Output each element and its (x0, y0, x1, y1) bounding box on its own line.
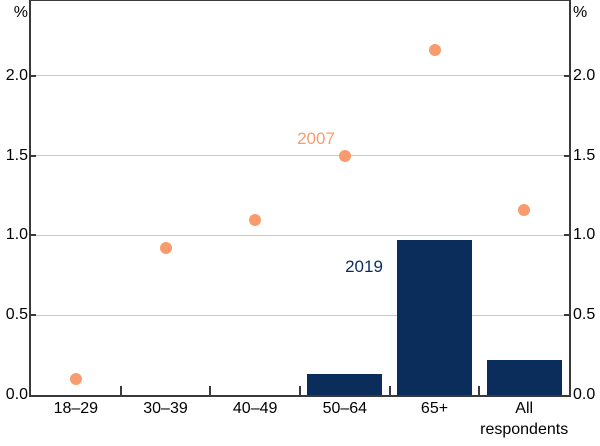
bar-2019-4 (397, 240, 472, 395)
x-axis-tick (478, 386, 481, 395)
bar-2019-5 (486, 359, 562, 395)
y-axis-label-right: 2.0 (573, 66, 596, 84)
left-axis-unit-label: % (13, 4, 28, 21)
y-axis-tick-right (564, 314, 569, 317)
gridline-2.0 (31, 75, 569, 77)
series-label-2007: 2007 (297, 129, 335, 148)
x-axis-tick (299, 386, 301, 395)
y-axis-tick-right (564, 154, 569, 157)
y-axis-label-left: 1.0 (5, 226, 28, 244)
dot-2007-4 (428, 44, 441, 57)
dot-2007-1 (159, 242, 172, 255)
x-axis-tick (209, 386, 212, 395)
dot-2007-3 (338, 149, 351, 162)
x-axis-tick (119, 386, 122, 395)
series-label-2019: 2019 (345, 257, 383, 276)
x-axis-tick (388, 386, 391, 395)
gridline-1.5 (31, 155, 569, 157)
x-axis-label-4: 65+ (420, 400, 449, 417)
x-axis-label-1: 30–39 (143, 400, 188, 417)
x-axis-label-3: 50–64 (322, 400, 368, 417)
x-axis-label-2: 40–49 (232, 400, 278, 417)
plot-area (29, 0, 571, 397)
dot-2007-2 (249, 213, 262, 226)
y-axis-tick-left (31, 154, 36, 157)
y-axis-label-right: 0.5 (573, 306, 596, 324)
y-axis-tick-left (31, 314, 36, 317)
y-axis-tick-right (564, 74, 569, 77)
y-axis-label-left: 0.5 (5, 306, 28, 324)
right-axis-unit-label: % (573, 4, 588, 21)
gridline-1.0 (31, 234, 569, 236)
y-axis-label-left: 2.0 (5, 66, 28, 84)
x-axis-label-5: All respondents (480, 400, 569, 438)
y-axis-tick-left (31, 74, 36, 77)
dot-2007-0 (69, 373, 82, 386)
y-axis-label-left: 0.0 (5, 386, 28, 403)
y-axis-tick-left (31, 234, 36, 237)
y-axis-tick-right (564, 234, 569, 237)
x-axis-label-0: 18–29 (53, 400, 99, 417)
dot-2007-5 (518, 203, 531, 216)
bar-2019-3 (307, 374, 383, 395)
y-axis-label-right: 0.0 (573, 386, 596, 403)
gridline-0.5 (31, 314, 569, 316)
y-axis-label-right: 1.5 (573, 146, 596, 164)
y-axis-label-left: 1.5 (5, 146, 28, 164)
y-axis-label-right: 1.0 (573, 226, 596, 244)
